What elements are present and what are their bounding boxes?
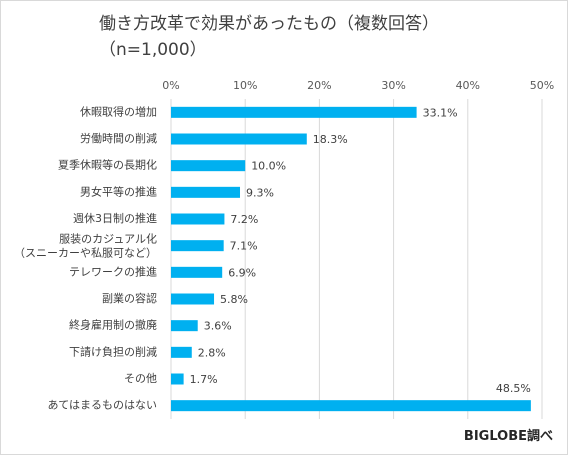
x-tick-label: 50% <box>530 79 554 92</box>
bar <box>171 160 246 172</box>
category-label: 労働時間の削減 <box>80 131 157 145</box>
bar <box>171 213 225 225</box>
bar <box>171 400 531 412</box>
x-tick-label: 30% <box>381 79 405 92</box>
category-label: 男女平等の推進 <box>80 184 157 198</box>
category-label: 副業の容認 <box>102 291 157 305</box>
bar <box>171 293 215 305</box>
bar <box>171 133 307 145</box>
x-tick-label: 40% <box>456 79 480 92</box>
value-label: 6.9% <box>228 266 256 279</box>
chart-subtitle: （n=1,000） <box>99 40 207 60</box>
value-label: 7.1% <box>230 240 258 253</box>
value-label: 48.5% <box>496 382 531 395</box>
value-label: 18.3% <box>313 133 348 146</box>
chart-title-block: 働き方改革で効果があったもの（複数回答） （n=1,000） <box>99 11 519 63</box>
category-label: 休暇取得の増加 <box>80 105 157 118</box>
category-label: 終身雇用制の撤廃 <box>69 318 157 332</box>
value-label: 3.6% <box>204 320 232 333</box>
category-label: 服装のカジュアル化（スニーカーや私服可など） <box>14 232 157 260</box>
bar <box>171 346 192 358</box>
x-tick-label: 0% <box>162 79 179 92</box>
category-label: その他 <box>124 372 157 385</box>
bar <box>171 106 417 118</box>
category-label: 週休3日制の推進 <box>73 211 157 225</box>
value-label: 1.7% <box>190 373 218 386</box>
value-label: 2.8% <box>198 346 226 359</box>
category-label: 夏季休暇等の長期化 <box>58 158 157 172</box>
chart-title: 働き方改革で効果があったもの（複数回答） <box>99 14 439 34</box>
bar <box>171 240 224 252</box>
value-label: 10.0% <box>251 160 286 173</box>
bar <box>171 373 184 385</box>
bar <box>171 266 223 278</box>
value-label: 7.2% <box>230 213 258 226</box>
bar <box>171 320 198 332</box>
value-label: 9.3% <box>246 186 274 199</box>
bar <box>171 186 241 198</box>
source-credit: BIGLOBE調べ <box>463 429 553 444</box>
category-label: 下請け負担の削減 <box>69 344 157 358</box>
category-label: あてはまるものはない <box>47 399 157 412</box>
category-label: テレワークの推進 <box>69 264 157 278</box>
value-label: 5.8% <box>220 293 248 306</box>
x-tick-label: 10% <box>233 79 257 92</box>
value-label: 33.1% <box>423 106 458 119</box>
x-tick-label: 20% <box>307 79 331 92</box>
